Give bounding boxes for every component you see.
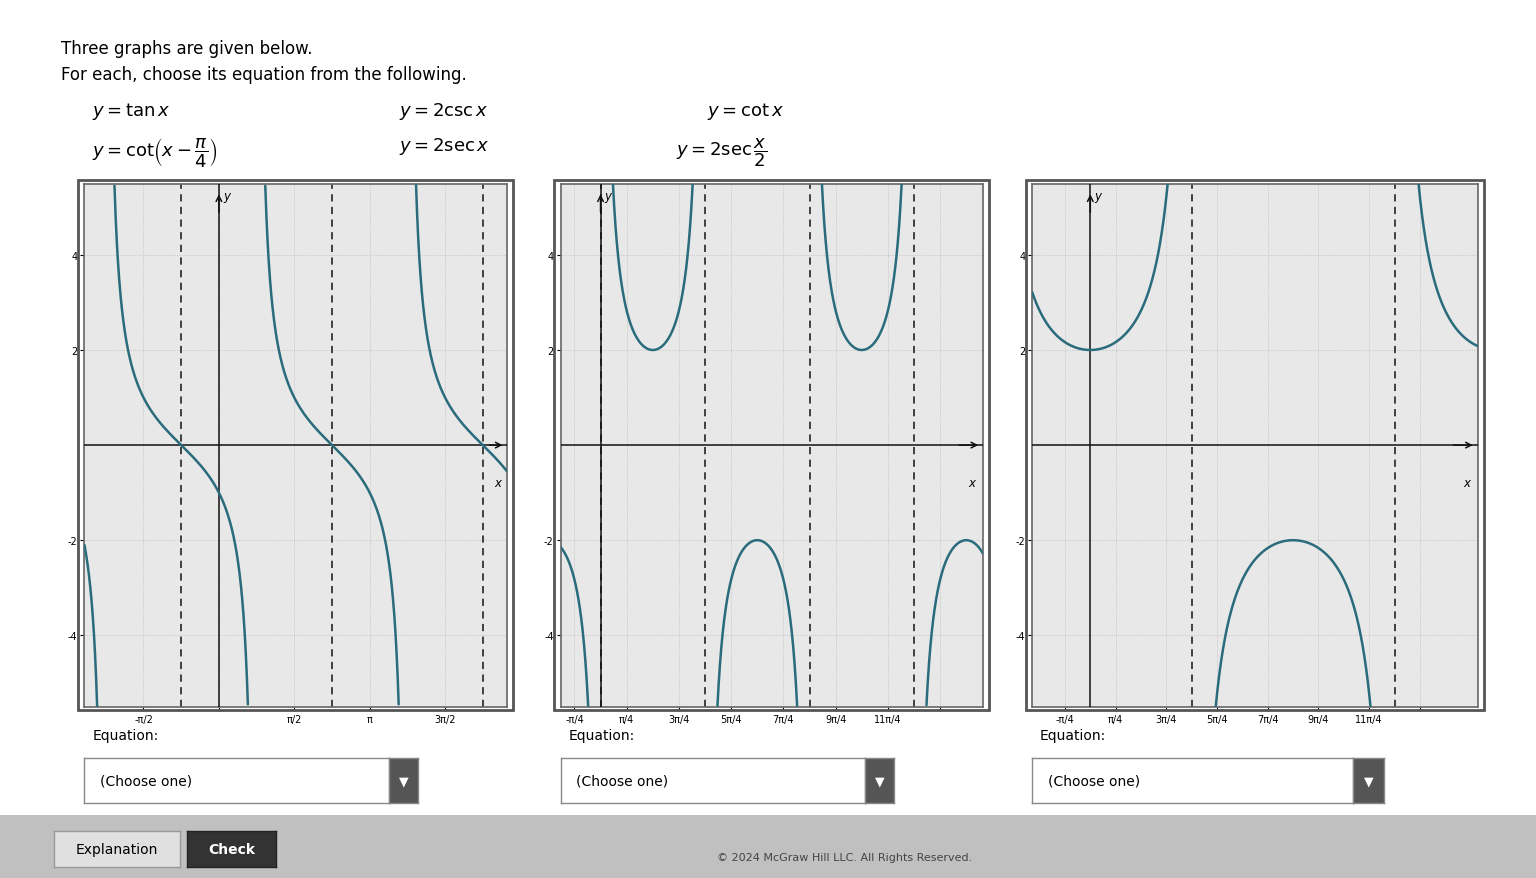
Text: (Choose one): (Choose one)	[576, 774, 668, 788]
Text: y: y	[605, 190, 611, 203]
Text: Check: Check	[209, 842, 255, 856]
Text: Equation:: Equation:	[92, 728, 158, 742]
Text: $y = 2\sec x$: $y = 2\sec x$	[399, 136, 490, 157]
Text: ▼: ▼	[398, 774, 409, 787]
Text: x: x	[1462, 477, 1470, 490]
Text: x: x	[495, 477, 501, 490]
Text: (Choose one): (Choose one)	[100, 774, 192, 788]
Text: $y = 2\csc x$: $y = 2\csc x$	[399, 101, 488, 122]
Text: $y = \cot\!\left(x-\dfrac{\pi}{4}\right)$: $y = \cot\!\left(x-\dfrac{\pi}{4}\right)…	[92, 136, 218, 169]
Text: Three graphs are given below.: Three graphs are given below.	[61, 40, 313, 57]
Text: (Choose one): (Choose one)	[1048, 774, 1140, 788]
Text: $y = \cot x$: $y = \cot x$	[707, 101, 783, 122]
Text: For each, choose its equation from the following.: For each, choose its equation from the f…	[61, 66, 467, 83]
Text: ▼: ▼	[874, 774, 885, 787]
Text: y: y	[223, 190, 230, 203]
Text: $y = 2\sec\dfrac{x}{2}$: $y = 2\sec\dfrac{x}{2}$	[676, 136, 766, 169]
Text: ▼: ▼	[1364, 774, 1373, 787]
Text: $y = \tan x$: $y = \tan x$	[92, 101, 170, 122]
Text: © 2024 McGraw Hill LLC. All Rights Reserved.: © 2024 McGraw Hill LLC. All Rights Reser…	[717, 853, 972, 862]
Text: x: x	[968, 477, 975, 490]
Text: Equation:: Equation:	[568, 728, 634, 742]
Text: y: y	[1095, 190, 1101, 203]
Text: Equation:: Equation:	[1040, 728, 1106, 742]
Text: Explanation: Explanation	[75, 842, 158, 856]
